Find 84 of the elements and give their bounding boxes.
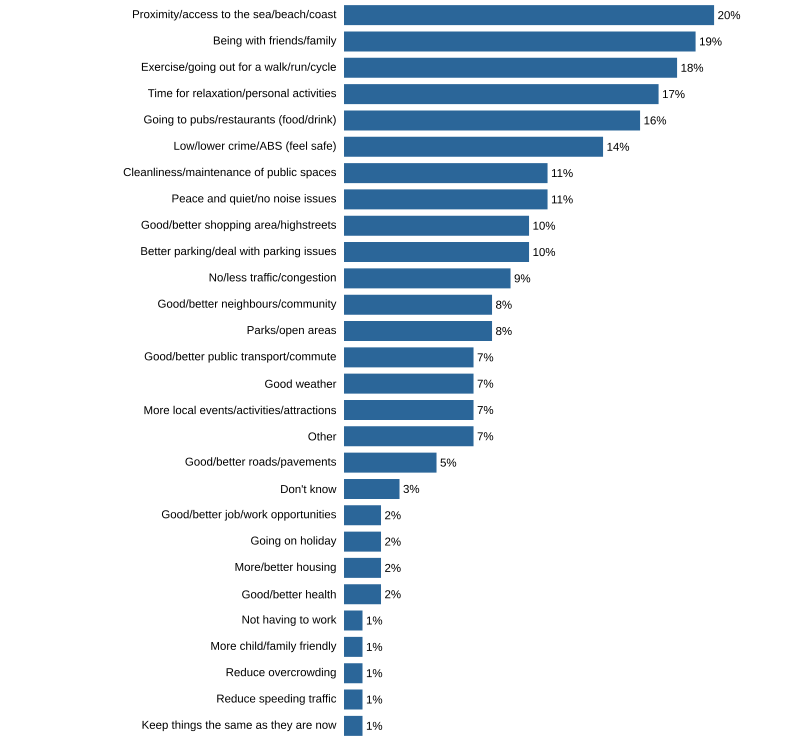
bar	[344, 584, 382, 604]
data-label: 10%	[533, 222, 556, 230]
bar	[344, 532, 382, 552]
bar	[344, 505, 382, 526]
bar	[344, 84, 659, 104]
y-tick-label: Not having to work	[242, 615, 336, 626]
bar	[344, 663, 363, 684]
bar	[344, 610, 363, 631]
y-tick-label: More child/family friendly	[211, 642, 336, 652]
data-label: 2%	[385, 538, 401, 546]
y-tick-label: Reduce overcrowding	[226, 668, 336, 679]
y-tick-label: Other	[308, 432, 336, 441]
bar	[344, 216, 530, 236]
bar	[344, 31, 696, 52]
data-label: 1%	[366, 696, 382, 704]
data-label: 2%	[385, 511, 401, 520]
data-label: 1%	[366, 642, 382, 651]
y-tick-label: Going on holiday	[251, 536, 336, 547]
y-tick-label: More local events/activities/attractions	[144, 406, 336, 414]
data-label: 11%	[552, 195, 573, 204]
bar	[344, 268, 511, 288]
bar	[344, 321, 492, 342]
data-label: 7%	[478, 353, 494, 362]
y-tick-label: Don't know	[281, 484, 336, 494]
data-label: 1%	[366, 722, 382, 730]
data-label: 3%	[403, 484, 420, 493]
data-label: 1%	[366, 669, 382, 678]
bar	[344, 690, 363, 710]
y-tick-label: Cleanliness/maintenance of public spaces	[124, 168, 336, 178]
data-label: 5%	[440, 458, 456, 467]
y-tick-label: Going to pubs/restaurants (food/drink)	[144, 115, 336, 126]
bar	[344, 374, 474, 394]
data-label: 9%	[514, 274, 530, 282]
data-label: 1%	[366, 616, 382, 625]
bar	[344, 478, 400, 499]
bar	[344, 452, 437, 473]
y-tick-label: More/better housing	[236, 562, 336, 574]
y-tick-label: Peace and quiet/no noise issues	[172, 194, 336, 205]
bar	[344, 189, 548, 210]
data-label: 14%	[607, 142, 630, 151]
bar	[344, 242, 530, 262]
y-tick-label: Time for relaxation/personal activities	[148, 88, 336, 100]
y-tick-label: Exercise/going out for a walk/run/cycle	[142, 62, 336, 74]
data-label: 17%	[662, 90, 685, 98]
y-tick-label: Proximity/access to the sea/beach/coast	[133, 10, 336, 20]
data-label: 10%	[533, 248, 556, 256]
y-tick-label: Good/better health	[242, 590, 336, 598]
bar	[344, 426, 474, 446]
data-label: 11%	[552, 169, 573, 178]
y-tick-label: Being with friends/family	[214, 36, 336, 47]
data-label: 7%	[478, 380, 494, 388]
data-label: 8%	[496, 300, 512, 309]
data-label: 2%	[385, 590, 401, 598]
y-tick-label: Low/lower crime/ABS (feel safe)	[174, 141, 336, 152]
y-tick-label: Reduce speeding traffic	[217, 694, 336, 705]
y-tick-label: No/less traffic/congestion	[210, 273, 336, 284]
bar	[344, 716, 363, 736]
y-tick-label: Good/better roads/pavements	[185, 457, 336, 468]
bar	[344, 136, 604, 157]
data-label: 20%	[718, 11, 740, 20]
bar	[344, 110, 640, 130]
data-label: 2%	[385, 564, 401, 572]
bar	[344, 58, 678, 78]
bar	[344, 558, 382, 578]
data-label: 7%	[478, 432, 494, 440]
bar	[344, 400, 474, 420]
data-label: 19%	[700, 37, 722, 46]
y-tick-label: Parks/open areas	[248, 326, 336, 336]
bar	[344, 294, 492, 315]
data-label: 18%	[681, 64, 704, 72]
y-tick-label: Good/better job/work opportunities	[162, 510, 336, 521]
data-label: 7%	[478, 406, 494, 414]
y-tick-label: Good/better neighbours/community	[158, 299, 336, 310]
bar	[344, 347, 474, 368]
bar	[344, 163, 548, 184]
bar	[344, 636, 363, 657]
y-tick-label: Keep things the same as they are now	[142, 720, 336, 732]
bar	[344, 5, 714, 26]
data-label: 8%	[496, 326, 512, 336]
y-tick-label: Good weather	[265, 379, 336, 388]
y-tick-label: Good/better public transport/commute	[144, 352, 336, 363]
y-tick-label: Better parking/deal with parking issues	[141, 246, 336, 258]
y-tick-label: Good/better shopping area/highstreets	[142, 220, 336, 232]
data-label: 16%	[644, 116, 666, 124]
